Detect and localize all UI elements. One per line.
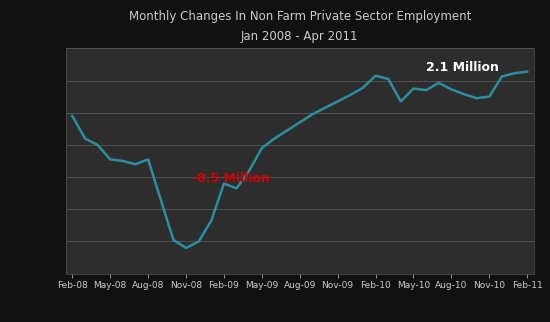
Text: 2.1 Million: 2.1 Million — [426, 61, 499, 74]
Text: -8.5 Million: -8.5 Million — [192, 172, 270, 185]
Title: Monthly Changes In Non Farm Private Sector Employment
Jan 2008 - Apr 2011: Monthly Changes In Non Farm Private Sect… — [129, 10, 471, 43]
